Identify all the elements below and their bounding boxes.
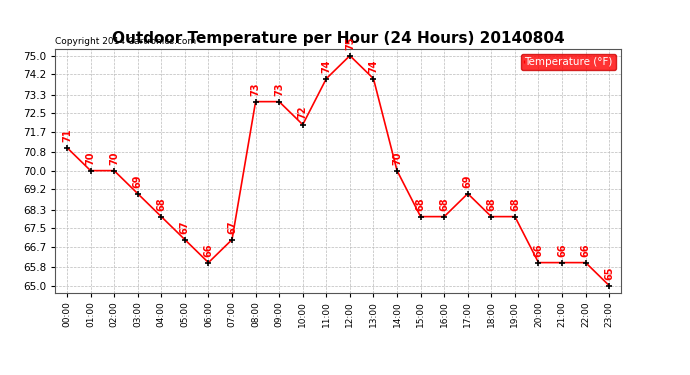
Text: 74: 74	[368, 60, 378, 73]
Text: 69: 69	[463, 175, 473, 188]
Text: 74: 74	[322, 60, 331, 73]
Text: 66: 66	[204, 243, 213, 257]
Text: 68: 68	[415, 197, 426, 211]
Text: 73: 73	[250, 82, 261, 96]
Text: 70: 70	[86, 152, 95, 165]
Text: 70: 70	[109, 152, 119, 165]
Text: 69: 69	[132, 175, 143, 188]
Text: 65: 65	[604, 267, 614, 280]
Title: Outdoor Temperature per Hour (24 Hours) 20140804: Outdoor Temperature per Hour (24 Hours) …	[112, 31, 564, 46]
Text: 73: 73	[274, 82, 284, 96]
Text: 68: 68	[486, 197, 496, 211]
Text: 72: 72	[298, 106, 308, 119]
Text: 66: 66	[533, 243, 544, 257]
Text: 68: 68	[510, 197, 520, 211]
Text: 67: 67	[227, 220, 237, 234]
Text: 70: 70	[392, 152, 402, 165]
Text: 68: 68	[157, 197, 166, 211]
Text: Copyright 2014 Cartronics.com: Copyright 2014 Cartronics.com	[55, 38, 197, 46]
Text: 71: 71	[62, 129, 72, 142]
Text: 67: 67	[180, 220, 190, 234]
Text: 68: 68	[440, 197, 449, 211]
Text: 75: 75	[345, 37, 355, 50]
Text: 66: 66	[581, 243, 591, 257]
Text: 66: 66	[557, 243, 567, 257]
Legend: Temperature (°F): Temperature (°F)	[521, 54, 615, 70]
